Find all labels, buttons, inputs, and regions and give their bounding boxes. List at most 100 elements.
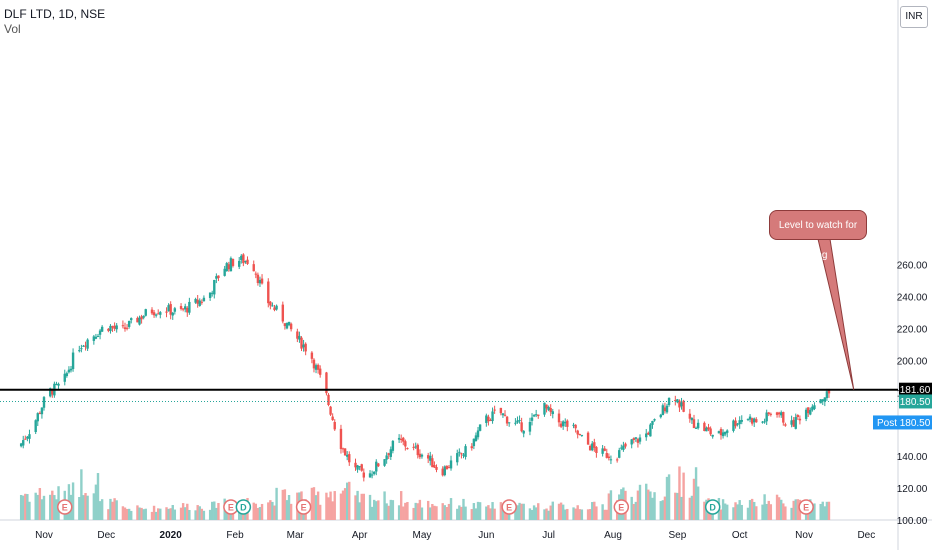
earnings-event-icon[interactable]: E (798, 499, 814, 515)
candle-body (67, 369, 71, 373)
candle-body (300, 337, 303, 349)
dividend-event-icon[interactable]: D (235, 499, 252, 515)
candle-body (661, 405, 665, 416)
candle-body (51, 390, 54, 395)
volume-bar (316, 491, 320, 520)
price-tick-label: 240.00 (897, 292, 928, 303)
volume-bar (653, 492, 656, 520)
earnings-event-icon[interactable]: E (57, 499, 73, 515)
volume-bar (167, 508, 170, 520)
volume-bar (86, 495, 89, 520)
candle-body (572, 424, 575, 426)
candle-body (275, 305, 278, 310)
candle-body (487, 416, 490, 422)
candle-body (690, 417, 694, 421)
volume-bar (561, 504, 565, 520)
candle-body (678, 400, 681, 408)
candle-body (443, 466, 446, 476)
candle-body (80, 348, 83, 350)
volume-bar (462, 498, 465, 520)
earnings-event-icon[interactable]: E (613, 499, 630, 515)
volume-bar (55, 499, 58, 520)
candle-body (231, 258, 235, 266)
candle-body (19, 443, 23, 447)
volume-bar (360, 493, 363, 520)
candle-body (246, 259, 249, 264)
time-tick-label: Dec (97, 530, 115, 541)
candle-body (719, 429, 723, 436)
candle-body (225, 263, 228, 272)
volume-bar (649, 491, 652, 520)
volume-bar (767, 500, 770, 520)
candle-body (615, 459, 619, 461)
currency-button[interactable]: INR (900, 6, 928, 28)
candle-body (36, 413, 39, 422)
dividend-event-icon[interactable]: D (704, 499, 721, 515)
event-label: E (618, 503, 624, 513)
candle-body (331, 416, 334, 421)
candle-body (545, 404, 548, 409)
candle-body (516, 420, 519, 423)
candle-body (726, 430, 729, 433)
earnings-event-icon[interactable]: E (295, 499, 312, 515)
volume-bar (42, 495, 46, 520)
volume-bar (98, 501, 102, 520)
time-tick-label: Jun (478, 530, 494, 541)
time-tick-label: Aug (604, 530, 622, 541)
symbol-title[interactable]: DLF LTD, 1D, NSE (4, 7, 106, 21)
candle-body (549, 408, 552, 413)
candle-body (609, 459, 613, 461)
candle-body (696, 422, 700, 429)
volume-bar (811, 506, 814, 520)
volume-bar (318, 504, 322, 520)
volume-bar (136, 505, 139, 520)
candle-body (717, 431, 721, 434)
volume-bar (595, 506, 598, 520)
earnings-event-icon[interactable]: E (501, 499, 517, 515)
volume-bar (559, 502, 563, 520)
volume-bar (478, 502, 482, 520)
volume-bar (821, 501, 824, 520)
candle-body (595, 447, 598, 453)
candle-body (63, 373, 66, 382)
candle-body (217, 275, 220, 279)
candle-body (240, 255, 243, 261)
volume-bar (647, 489, 650, 520)
price-tick-label: 200.00 (897, 356, 928, 367)
callout-annotation[interactable]: Level to watch for long (769, 210, 867, 261)
volume-bar (607, 493, 611, 520)
candle-body (154, 314, 158, 316)
volume-label[interactable]: Vol (4, 22, 21, 36)
candle-body (449, 460, 453, 469)
volume-bar (310, 487, 314, 520)
volume-bar (456, 508, 459, 520)
plot-area[interactable] (0, 0, 898, 520)
candle-body (302, 344, 305, 348)
volume-bar (530, 509, 534, 520)
candle-body (271, 305, 274, 307)
volume-bar (528, 508, 532, 520)
volume-bar (429, 507, 432, 520)
candle-body (269, 301, 272, 306)
volume-bar (372, 499, 376, 520)
volume-bar (188, 509, 191, 520)
volume-bar (794, 499, 797, 520)
candle-body (429, 455, 432, 461)
candle-body (580, 434, 584, 436)
volume-bar (267, 502, 270, 520)
candle-body (229, 258, 233, 272)
candle-body (804, 409, 808, 419)
volume-bar (792, 500, 795, 520)
candle-body (414, 446, 417, 448)
candle-body (121, 325, 125, 327)
candle-body (663, 407, 667, 412)
candle-body (22, 440, 25, 446)
volume-bar (213, 501, 216, 520)
candle-body (169, 304, 172, 315)
svg-text:181.60: 181.60 (900, 385, 931, 396)
candle-body (211, 292, 214, 294)
candle-body (561, 421, 565, 427)
candle-body (372, 471, 376, 474)
volume-bar (491, 502, 494, 520)
